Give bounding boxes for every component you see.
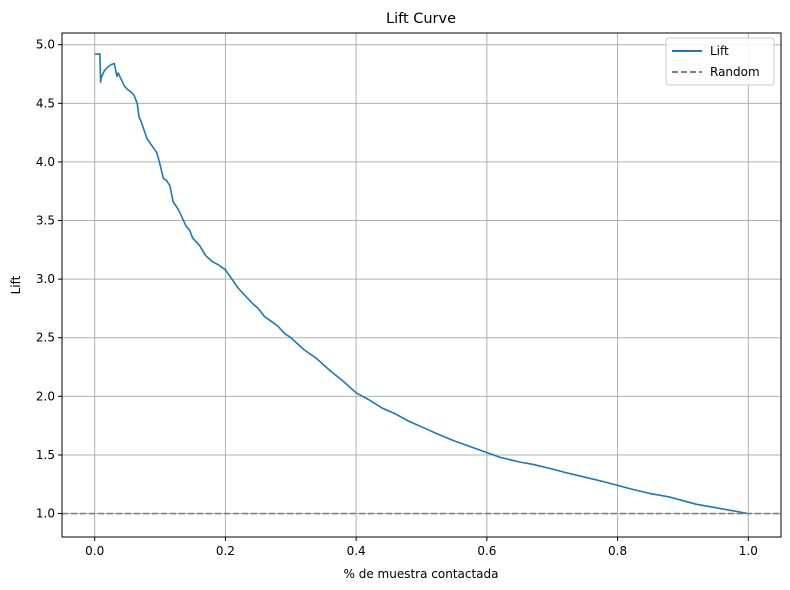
legend-box — [665, 37, 775, 86]
y-tick-label: 3.0 — [36, 272, 55, 286]
y-tick-label: 4.5 — [36, 96, 55, 110]
x-tick-label: 0.8 — [608, 544, 627, 558]
x-tick-label: 0.4 — [347, 544, 366, 558]
x-tick-label: 0.0 — [85, 544, 104, 558]
y-axis-ticks: 1.0 1.5 2.0 2.5 3.0 3.5 4.0 4.5 5.0 — [36, 38, 62, 521]
plot-frame — [61, 32, 782, 538]
y-tick-label: 1.5 — [36, 448, 55, 462]
y-tick-label: 4.0 — [36, 155, 55, 169]
series-line-lift — [94, 53, 749, 515]
x-axis-label: % de muestra contactada — [344, 567, 499, 581]
grid — [62, 33, 781, 537]
chart-title: Lift Curve — [386, 11, 456, 27]
x-tick-label: 0.6 — [477, 544, 496, 558]
y-tick-label: 2.0 — [36, 389, 55, 403]
y-tick-label: 1.0 — [36, 507, 55, 521]
y-tick-label: 5.0 — [36, 38, 55, 52]
plot-lines — [62, 53, 781, 515]
legend-label-random: Random — [710, 65, 760, 79]
x-tick-label: 1.0 — [739, 544, 758, 558]
legend: Lift Random — [665, 37, 775, 86]
legend-label-lift: Lift — [710, 44, 729, 58]
y-tick-label: 3.5 — [36, 214, 55, 228]
x-axis-ticks: 0.0 0.2 0.4 0.6 0.8 1.0 — [85, 537, 758, 558]
x-tick-label: 0.2 — [216, 544, 235, 558]
y-axis-label: Lift — [9, 275, 23, 294]
y-tick-label: 2.5 — [36, 331, 55, 345]
